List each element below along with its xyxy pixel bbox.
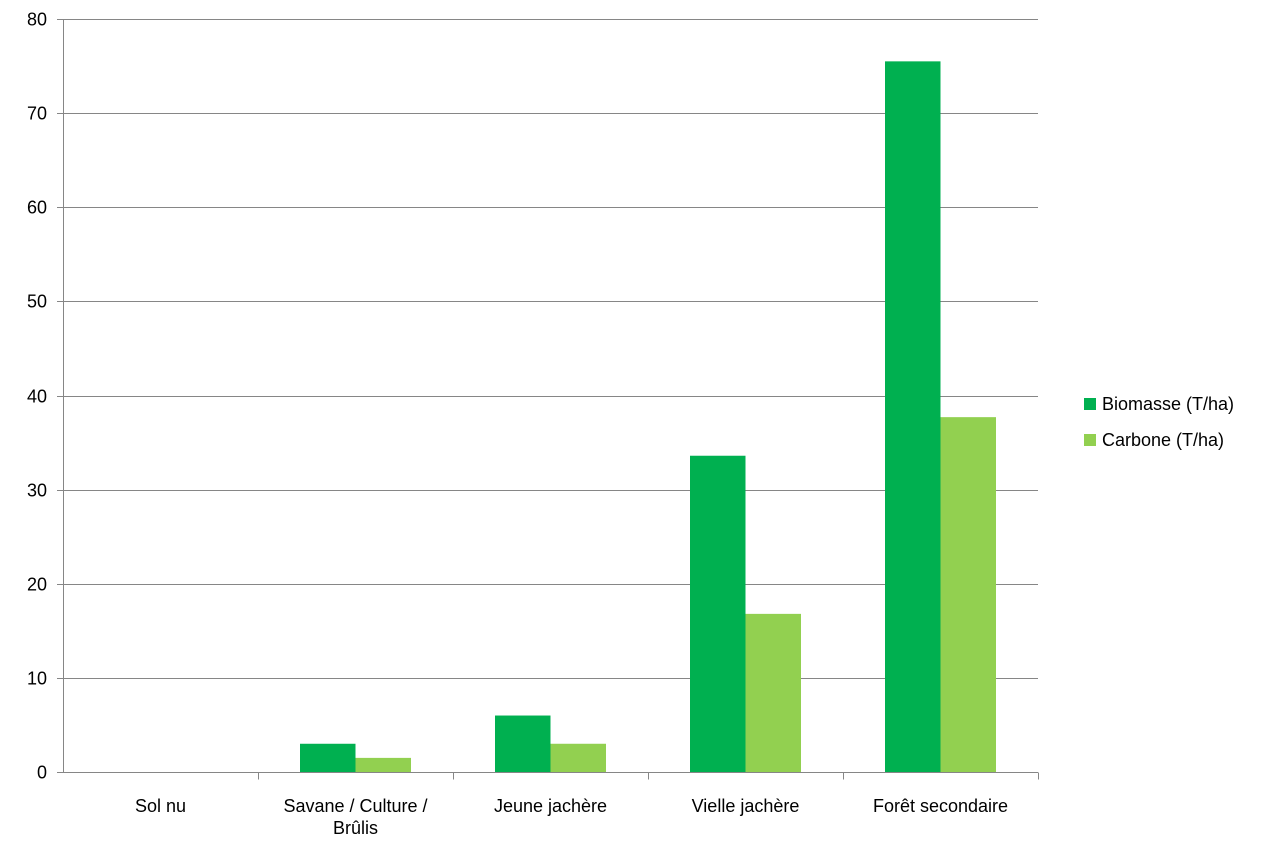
y-tick-label: 40 [27,387,47,407]
y-tick-label: 70 [27,104,47,124]
axes [57,19,1039,780]
legend-label: Carbone (T/ha) [1102,430,1224,450]
y-tick-label: 80 [27,10,47,30]
legend-item: Carbone (T/ha) [1084,430,1224,450]
y-tick-label: 50 [27,292,47,312]
bar [690,455,746,772]
x-tick-labels: Sol nu Savane / Culture / Brûlis Jeune jach… [135,796,1008,838]
legend-item: Biomasse (T/ha) [1084,394,1234,414]
x-tick-label: Forêt secondaire [873,796,1008,816]
y-tick-label: 10 [27,669,47,689]
legend: Biomasse (T/ha) Carbone (T/ha) [1084,394,1234,450]
gridlines [63,19,1038,679]
legend-swatch [1084,434,1096,446]
x-tick-label: Jeune jachère [494,796,607,816]
x-tick-label: Vielle jachère [692,796,800,816]
bar [495,715,551,772]
y-tick-labels: 0 10 20 30 40 50 60 70 80 [27,10,47,783]
x-tick-label: Sol nu [135,796,186,816]
bar [355,757,411,772]
y-tick-label: 60 [27,198,47,218]
legend-label: Biomasse (T/ha) [1102,394,1234,414]
x-tick-label: Savane / Culture / Brûlis [283,796,427,838]
bar [745,613,801,772]
y-tick-label: 30 [27,481,47,501]
bars [300,61,996,772]
legend-swatch [1084,398,1096,410]
bar [300,743,356,772]
y-tick-label: 20 [27,575,47,595]
bar [940,417,996,772]
bar [550,743,606,772]
y-tick-label: 0 [37,763,47,783]
bar [885,61,941,772]
